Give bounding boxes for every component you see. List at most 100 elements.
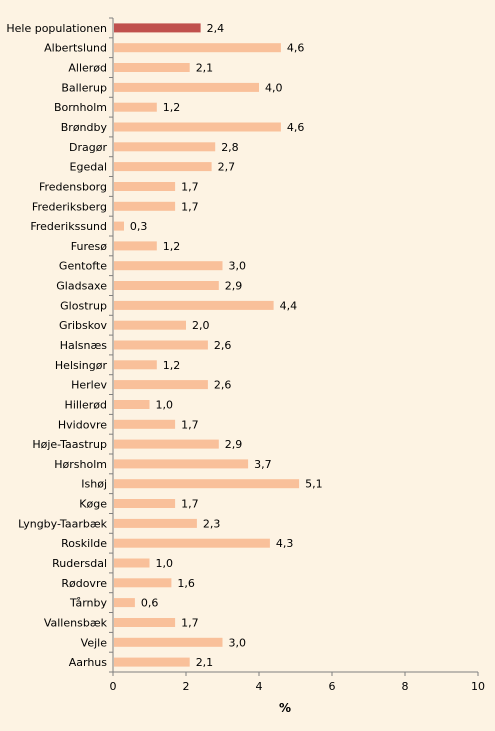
category-label: Frederikssund <box>30 220 107 233</box>
bar <box>114 657 190 667</box>
bar <box>114 499 176 508</box>
bar-value-label: 5,1 <box>305 478 323 491</box>
category-label: Rudersdal <box>52 557 107 570</box>
category-label: Roskilde <box>61 537 107 550</box>
x-tick-label: 0 <box>110 680 117 693</box>
category-label: Aarhus <box>69 656 108 669</box>
x-tick-label: 6 <box>329 680 336 693</box>
category-label: Ishøj <box>81 478 107 491</box>
bar <box>114 241 157 251</box>
bar <box>114 142 216 152</box>
bar-value-label: 2,3 <box>203 517 221 530</box>
category-label: Brøndby <box>61 121 108 134</box>
bar <box>114 63 190 72</box>
bar <box>114 558 150 568</box>
bar <box>114 400 150 409</box>
bar-value-label: 2,4 <box>207 22 225 35</box>
bar <box>114 538 270 548</box>
bar <box>114 340 208 350</box>
bar-value-label: 2,8 <box>221 141 239 154</box>
category-label: Bornholm <box>54 101 107 114</box>
bar <box>114 221 124 231</box>
bar <box>114 518 197 528</box>
bar <box>114 261 223 271</box>
bar-value-label: 4,0 <box>265 81 283 94</box>
bar <box>114 360 157 370</box>
bar-value-label: 2,6 <box>214 339 232 352</box>
category-label: Herlev <box>71 379 107 392</box>
bar-value-label: 0,3 <box>130 220 148 233</box>
category-label: Ballerup <box>61 81 107 94</box>
axes-layer: 0 2 4 6 8 10 <box>109 17 485 693</box>
bar-value-label: 2,6 <box>214 379 232 392</box>
bar <box>114 479 300 489</box>
category-label: Hvidovre <box>58 418 107 431</box>
category-label: Frederiksberg <box>32 200 107 213</box>
bar-value-label: 1,0 <box>156 557 174 570</box>
category-label: Høje-Taastrup <box>32 438 107 451</box>
bar <box>114 439 219 449</box>
bar <box>114 380 208 390</box>
bar-highlight <box>114 23 201 33</box>
x-tick-label: 4 <box>256 680 263 693</box>
category-label: Hele populationen <box>6 22 107 35</box>
category-label: Køge <box>79 498 107 511</box>
bar-value-label: 4,6 <box>287 121 305 134</box>
bar <box>114 419 176 429</box>
category-labels-layer: Hele populationen Albertslund Allerød Balle… <box>6 22 107 669</box>
bar-value-label: 3,0 <box>229 260 247 273</box>
bar <box>114 320 186 330</box>
category-label: Helsingør <box>55 359 108 372</box>
bar-value-label: 4,6 <box>287 42 305 55</box>
bar-value-label: 2,7 <box>218 161 236 174</box>
bar <box>114 637 223 647</box>
bar-value-label: 0,6 <box>141 597 159 610</box>
x-tick-label: 8 <box>402 680 409 693</box>
category-label: Gladsaxe <box>56 280 107 293</box>
category-label: Hørsholm <box>54 458 107 471</box>
x-tick-label: 10 <box>471 680 485 693</box>
category-label: Egedal <box>70 161 107 174</box>
bar <box>114 43 281 53</box>
category-label: Rødovre <box>61 577 107 590</box>
category-label: Hillerød <box>65 399 107 412</box>
bar <box>114 300 274 310</box>
bar-value-label: 2,1 <box>196 656 214 669</box>
bar-value-label: 1,2 <box>163 240 181 253</box>
bar <box>114 102 157 112</box>
category-label: Gentofte <box>59 260 107 273</box>
bar <box>114 459 249 469</box>
bar-value-label: 2,0 <box>192 319 210 332</box>
bar-value-label: 2,9 <box>225 438 243 451</box>
bar <box>114 578 172 588</box>
bar <box>114 598 135 608</box>
bar-value-label: 1,7 <box>181 200 199 213</box>
bar-value-label: 3,7 <box>254 458 272 471</box>
bars-layer <box>114 23 300 667</box>
bar-value-label: 4,3 <box>276 537 294 550</box>
x-tick-label: 2 <box>183 680 190 693</box>
bar-value-label: 1,7 <box>181 181 199 194</box>
bar-value-label: 1,6 <box>177 577 195 590</box>
bar-value-label: 1,2 <box>163 359 181 372</box>
bar <box>114 82 259 92</box>
category-label: Dragør <box>69 141 107 154</box>
bar-value-label: 2,9 <box>225 280 243 293</box>
bar <box>114 182 176 191</box>
category-label: Fredensborg <box>39 181 107 194</box>
bar <box>114 162 212 172</box>
bar <box>114 201 176 211</box>
category-label: Furesø <box>71 240 107 253</box>
category-label: Albertslund <box>44 42 107 55</box>
bar-value-label: 1,7 <box>181 498 199 511</box>
x-axis-title: % <box>279 701 291 715</box>
category-label: Lyngby-Taarbæk <box>18 517 108 530</box>
category-label: Gribskov <box>59 319 108 332</box>
bar-value-label: 4,4 <box>280 299 298 312</box>
bar-value-label: 1,0 <box>156 399 174 412</box>
value-labels-layer: 2,4 4,6 2,1 4,0 1,2 4,6 2,8 2,7 1,7 1,7 0,3 1,2 3,0 2… <box>130 22 323 669</box>
category-label: Halsnæs <box>60 339 108 352</box>
bar-value-label: 1,2 <box>163 101 181 114</box>
